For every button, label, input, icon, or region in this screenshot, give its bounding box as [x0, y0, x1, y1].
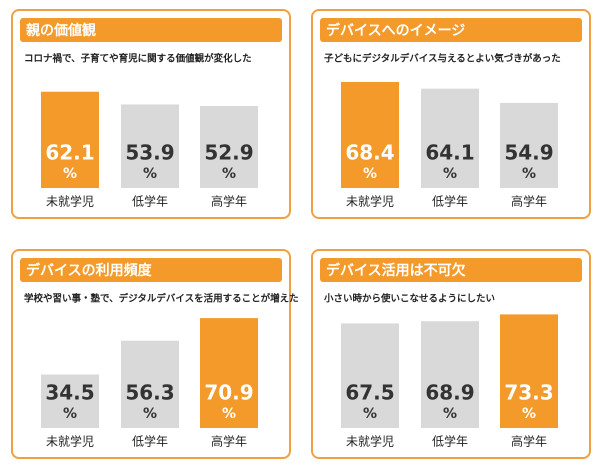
value-label: 52.9 — [204, 141, 253, 165]
category-label: 高学年 — [211, 194, 247, 209]
bar — [341, 81, 399, 188]
value-unit: % — [222, 166, 236, 182]
value-unit: % — [522, 406, 536, 422]
panel-title: デバイス活用は不可欠 — [326, 262, 466, 279]
category-label: 低学年 — [132, 194, 168, 209]
category-label: 低学年 — [132, 434, 168, 449]
value-unit: % — [363, 166, 377, 182]
value-unit: % — [443, 166, 457, 182]
panel-title: 親の価値観 — [26, 22, 96, 39]
value-label: 68.4 — [345, 141, 394, 165]
title-bar — [20, 258, 282, 282]
bar — [500, 102, 558, 188]
category-label: 未就学児 — [346, 434, 394, 449]
category-label: 未就学児 — [346, 194, 394, 209]
value-unit: % — [143, 166, 157, 182]
title-bar — [20, 18, 282, 42]
category-label: 高学年 — [211, 434, 247, 449]
bar — [41, 374, 99, 428]
bar — [41, 91, 99, 188]
value-label: 67.5 — [345, 381, 394, 405]
value-label: 56.3 — [125, 381, 174, 405]
bar — [121, 340, 179, 428]
value-unit: % — [443, 406, 457, 422]
panel-subtitle: 子どもにデジタルデバイス与えるとよい気づきがあった — [324, 53, 561, 65]
title-bar — [320, 18, 582, 42]
category-label: 未就学児 — [46, 434, 94, 449]
value-label: 54.9 — [504, 141, 553, 165]
value-label: 64.1 — [425, 141, 474, 165]
bar — [200, 106, 258, 188]
value-unit: % — [363, 406, 377, 422]
panel-subtitle: 学校や習い事・塾で、デジタルデバイスを活用することが増えた — [24, 293, 299, 305]
value-label: 68.9 — [425, 381, 474, 405]
bar — [121, 104, 179, 188]
title-bar — [320, 258, 582, 282]
panel-title: デバイスの利用頻度 — [26, 262, 153, 279]
value-unit: % — [63, 406, 77, 422]
value-label: 53.9 — [125, 141, 174, 165]
panel-title: デバイスへのイメージ — [326, 22, 465, 39]
value-unit: % — [63, 166, 77, 182]
bar — [421, 88, 479, 188]
value-unit: % — [143, 406, 157, 422]
value-unit: % — [522, 166, 536, 182]
category-label: 高学年 — [511, 434, 547, 449]
value-label: 70.9 — [204, 381, 253, 405]
category-label: 低学年 — [432, 434, 468, 449]
value-label: 62.1 — [45, 141, 94, 165]
bar — [421, 321, 479, 428]
panel-subtitle: コロナ禍で、子育てや育児に関する価値観が変化した — [24, 53, 252, 65]
category-label: 高学年 — [511, 194, 547, 209]
bar — [341, 323, 399, 428]
bar — [200, 318, 258, 428]
bar — [500, 314, 558, 428]
value-label: 73.3 — [504, 381, 553, 405]
value-unit: % — [222, 406, 236, 422]
category-label: 未就学児 — [46, 194, 94, 209]
category-label: 低学年 — [432, 194, 468, 209]
panel-subtitle: 小さい時から使いこなせるようにしたい — [323, 293, 495, 305]
value-label: 34.5 — [45, 381, 94, 405]
